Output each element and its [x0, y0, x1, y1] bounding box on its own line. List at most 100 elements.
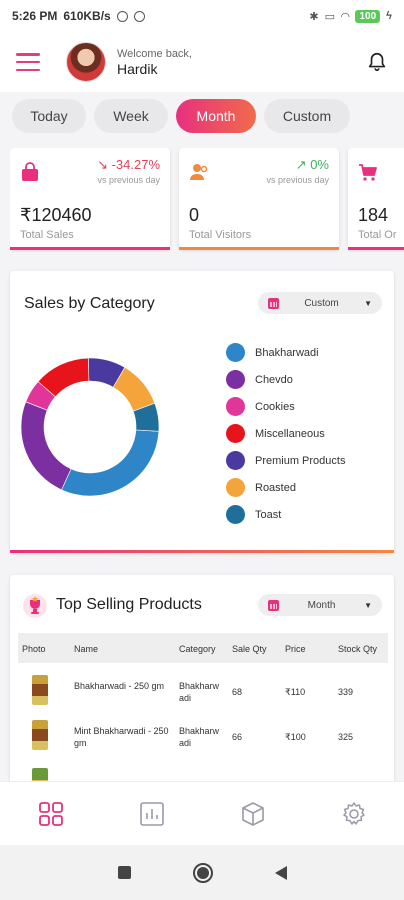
- category-donut-chart: [20, 357, 160, 497]
- sync-icon: [116, 10, 128, 22]
- dropdown-value: Custom: [304, 297, 339, 309]
- legend-swatch: [226, 505, 245, 524]
- kpi-label: Total Sales: [20, 229, 74, 241]
- cart-icon: [359, 164, 377, 181]
- donut-slice-toast[interactable]: [132, 402, 160, 432]
- legend-label: Cookies: [255, 400, 295, 413]
- card-title: Sales by Category: [24, 295, 155, 312]
- back-icon[interactable]: [274, 865, 287, 880]
- legend-swatch: [226, 451, 245, 470]
- legend-label: Toast: [255, 508, 282, 521]
- status-time: 5:26 PM: [12, 9, 58, 23]
- legend-swatch: [226, 424, 245, 443]
- charging-icon: ϟ: [386, 10, 392, 22]
- product-price: ₹100: [285, 732, 306, 742]
- kpi-value: 0: [189, 205, 200, 225]
- tab-week[interactable]: Week: [94, 99, 168, 133]
- product-category: Bhakharw adi: [179, 726, 220, 748]
- notification-icon: [133, 10, 145, 22]
- bluetooth-icon: ✱: [309, 10, 319, 23]
- legend-label: Chevdo: [255, 373, 293, 386]
- tab-custom[interactable]: Custom: [264, 99, 350, 133]
- status-bar: 5:26 PM 610KB/s ✱ ▭ ◠ 100 ϟ: [0, 0, 404, 32]
- tab-month[interactable]: Month: [176, 99, 256, 133]
- dashboard-grid-icon: [38, 801, 63, 826]
- kpi-vs: vs previous day: [97, 175, 160, 185]
- system-nav-bar: [0, 845, 404, 900]
- category-period-dropdown[interactable]: Custom ▼: [258, 292, 382, 314]
- tab-today[interactable]: Today: [12, 99, 86, 133]
- kpi-total-sales[interactable]: ↘ -34.27% vs previous day ₹120460 Total …: [10, 148, 170, 250]
- product-stock-qty: 325: [338, 732, 354, 742]
- table-row[interactable]: [18, 765, 388, 781]
- kpi-label: Total Visitors: [189, 229, 252, 241]
- kpi-accent-bar: [348, 247, 404, 250]
- nav-settings[interactable]: [334, 794, 374, 834]
- home-icon[interactable]: [192, 862, 213, 883]
- table-row[interactable]: Mint Bhakharwadi - 250 gm Bhakharw adi 6…: [18, 717, 388, 757]
- legend-item: Premium Products: [226, 447, 345, 474]
- column-header: Name: [74, 644, 99, 654]
- legend-item: Bhakharwadi: [226, 339, 345, 366]
- network-speed: 610KB/s: [63, 9, 111, 23]
- menu-icon[interactable]: [16, 53, 40, 71]
- nav-products[interactable]: [233, 794, 273, 834]
- legend-label: Premium Products: [255, 454, 346, 467]
- wifi-icon: ◠: [341, 10, 350, 23]
- card-accent-bar: [10, 550, 394, 553]
- product-name: Mint Bhakharwadi - 250 gm: [74, 726, 169, 748]
- legend-item: Cookies: [226, 393, 345, 420]
- kpi-label: Total Or: [358, 229, 397, 241]
- legend-swatch: [226, 370, 245, 389]
- chevron-down-icon: ▼: [364, 298, 372, 308]
- recent-apps-icon[interactable]: [117, 866, 131, 879]
- legend-swatch: [226, 343, 245, 362]
- product-image: [32, 720, 48, 750]
- kpi-value: 184: [358, 205, 389, 225]
- reports-chart-icon: [139, 801, 164, 826]
- column-header: Sale Qty: [232, 644, 267, 654]
- column-header: Photo: [22, 644, 46, 654]
- legend-swatch: [226, 478, 245, 497]
- kpi-total-orders[interactable]: 184 Total Or: [348, 148, 404, 250]
- product-price: ₹110: [285, 687, 306, 697]
- legend-item: Chevdo: [226, 366, 345, 393]
- chevron-down-icon: ▼: [364, 600, 372, 610]
- donut-slice-chevdo[interactable]: [20, 401, 72, 491]
- welcome-text: Welcome back,: [117, 47, 192, 60]
- table-row[interactable]: Bhakharwadi - 250 gm Bhakharw adi 68 ₹11…: [18, 672, 388, 712]
- kpi-vs: vs previous day: [266, 175, 329, 185]
- top-selling-period-dropdown[interactable]: Month ▼: [258, 594, 382, 616]
- products-box-icon: [241, 801, 264, 826]
- legend-swatch: [226, 397, 245, 416]
- avatar[interactable]: [66, 42, 106, 82]
- legend-item: Miscellaneous: [226, 420, 345, 447]
- product-name: Bhakharwadi - 250 gm: [74, 681, 165, 691]
- app-header: Welcome back, Hardik: [0, 32, 404, 92]
- kpi-row: ↘ -34.27% vs previous day ₹120460 Total …: [10, 148, 404, 252]
- kpi-value: ₹120460: [20, 205, 92, 225]
- legend-label: Roasted: [255, 481, 296, 494]
- kpi-total-visitors[interactable]: ↗ 0% vs previous day 0 Total Visitors: [179, 148, 339, 250]
- chart-legend: Bhakharwadi Chevdo Cookies Miscellaneous Pre…: [226, 339, 345, 528]
- top-selling-card: Top Selling Products Month ▼ Photo Name …: [10, 575, 394, 781]
- dropdown-value: Month: [307, 599, 336, 611]
- nav-dashboard[interactable]: [31, 794, 71, 834]
- users-icon: [190, 164, 208, 180]
- battery-icon: 100: [355, 9, 381, 23]
- bottom-nav: [0, 781, 404, 845]
- sales-by-category-card: Sales by Category Custom ▼ Bhakharwadi Ch…: [10, 271, 394, 553]
- product-sale-qty: 68: [232, 687, 243, 697]
- nav-reports[interactable]: [132, 794, 172, 834]
- bell-icon[interactable]: [366, 51, 388, 73]
- shopping-bag-icon: [22, 162, 38, 181]
- donut-slice-bhakharwadi[interactable]: [61, 429, 160, 497]
- product-image: [32, 768, 48, 781]
- calendar-icon: [268, 599, 279, 611]
- legend-label: Bhakharwadi: [255, 346, 319, 359]
- product-category: Bhakharw adi: [179, 681, 220, 703]
- legend-label: Miscellaneous: [255, 427, 325, 440]
- trophy-icon: [23, 594, 47, 618]
- legend-item: Roasted: [226, 474, 345, 501]
- settings-gear-icon: [342, 801, 365, 825]
